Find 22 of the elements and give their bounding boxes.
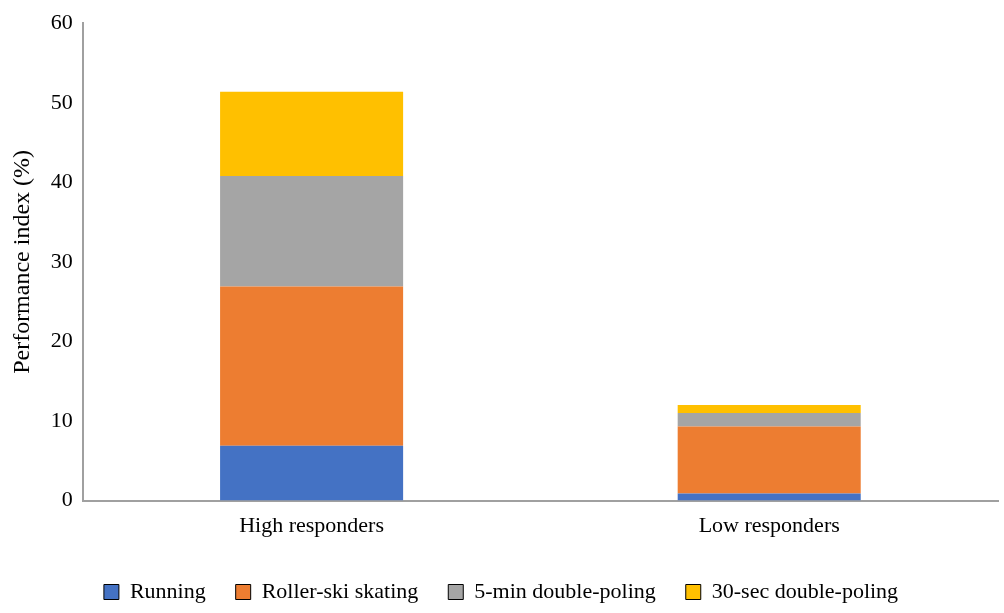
y-tick-label: 0	[61, 486, 73, 512]
y-tick-label: 50	[50, 88, 73, 114]
legend-label: Roller-ski skating	[261, 577, 419, 603]
y-tick-label: 30	[50, 247, 73, 273]
legend-label: 30-sec double-poling	[711, 577, 899, 603]
bar	[677, 493, 861, 501]
bar	[677, 413, 861, 427]
bar	[220, 445, 404, 501]
y-tick-label: 10	[50, 406, 73, 432]
bar	[220, 175, 404, 287]
bar	[220, 286, 404, 446]
bar	[677, 405, 861, 414]
y-tick-label: 20	[50, 327, 73, 353]
x-tick-label: High responders	[239, 511, 385, 537]
y-tick-label: 60	[50, 8, 73, 34]
x-tick-label: Low responders	[698, 511, 840, 537]
legend-label: 5-min double-poling	[474, 577, 656, 603]
y-tick-label: 40	[50, 168, 73, 194]
legend-label: Running	[129, 577, 206, 603]
bar	[677, 426, 861, 494]
bar	[220, 91, 404, 176]
y-axis-title: Performance index (%)	[7, 149, 34, 374]
